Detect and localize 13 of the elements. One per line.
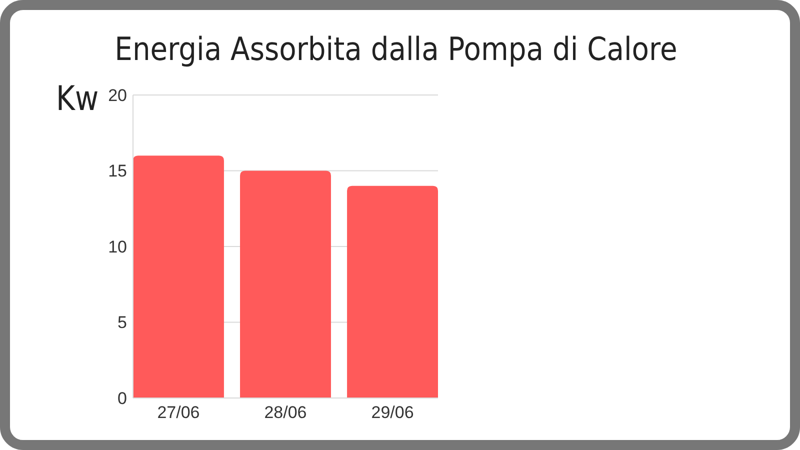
x-tick-label: 27/06 (157, 403, 200, 422)
y-tick-label: 10 (108, 237, 127, 256)
y-tick-label: 0 (118, 388, 127, 408)
bar (347, 186, 438, 398)
y-tick-label: 15 (108, 162, 127, 181)
bar (240, 170, 331, 398)
bar (133, 156, 224, 398)
x-tick-label: 29/06 (371, 403, 414, 422)
y-axis-title: Kw (56, 80, 99, 119)
x-tick-label: 28/06 (264, 403, 307, 422)
y-tick-label: 20 (108, 86, 127, 105)
chart-title: Energia Assorbita dalla Pompa di Calore (114, 31, 678, 68)
y-tick-label: 5 (118, 313, 127, 332)
